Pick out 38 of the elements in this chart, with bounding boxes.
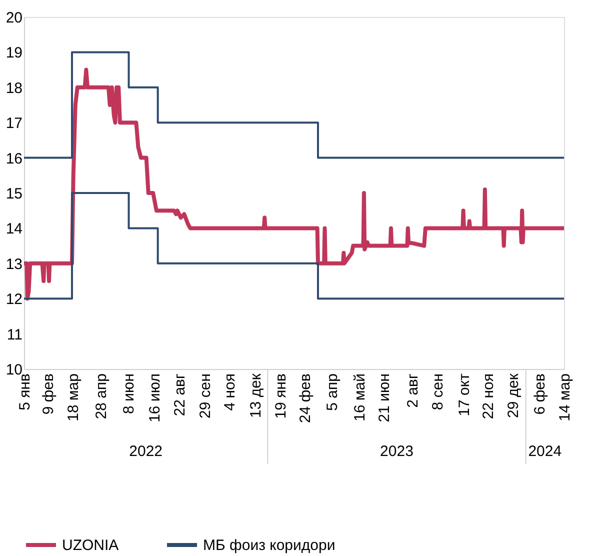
x-tick-label: 9 фев: [40, 373, 58, 415]
x-tick-label: 6 фев: [531, 373, 548, 415]
x-tick-label: 17 окт: [456, 373, 473, 416]
x-tick-label: 22 ноя: [480, 374, 498, 420]
y-tick-label: 19: [6, 44, 22, 62]
y-tick-label: 15: [6, 186, 22, 202]
y-tick-label: 20: [6, 10, 22, 26]
line-series: [24, 68, 564, 301]
x-tick-label: 24 фев: [296, 373, 314, 424]
x-tick-label: 13 дек: [248, 373, 265, 418]
text: 2024: [528, 443, 562, 460]
x-tick-label: 14 мар: [556, 374, 574, 422]
text: 2022: [129, 443, 163, 460]
x-tick-label: 22 авг: [171, 372, 188, 416]
x-tick-label: 8 сен: [429, 374, 446, 410]
y-tick-label: 11: [6, 326, 22, 344]
y-tick-label: 18: [6, 80, 22, 97]
legend-label: МБ фоиз коридори: [203, 537, 336, 554]
y-tick-label: 16: [6, 150, 22, 168]
y-tick-label: 12: [6, 291, 22, 308]
x-tick-label: 29 сен: [196, 374, 214, 418]
x-tick-label: 4 ноя: [221, 374, 238, 411]
x-tick-label: 5 апр: [324, 374, 342, 411]
y-tick-label: 14: [6, 220, 22, 238]
y-tick-label: 10: [6, 362, 22, 378]
x-tick-label: 16 июл: [146, 374, 164, 422]
x-tick-label: 28 апр: [92, 374, 110, 420]
x-tick-label: 19 янв: [272, 373, 290, 419]
y-tick-label: 13: [6, 256, 22, 273]
y-tick-label: 17: [6, 115, 22, 132]
text: 2023: [380, 443, 414, 460]
x-tick-label: 29 дек: [505, 373, 522, 418]
x-tick-label: 21 июн: [376, 374, 394, 422]
legend-label: UZONIA: [62, 537, 119, 554]
x-tick-label: 2 авг: [404, 372, 422, 408]
x-tick-label: 16 май: [352, 374, 369, 422]
x-tick-label: 8 июн: [120, 374, 138, 414]
x-tick-label: 18 мар: [65, 374, 82, 422]
